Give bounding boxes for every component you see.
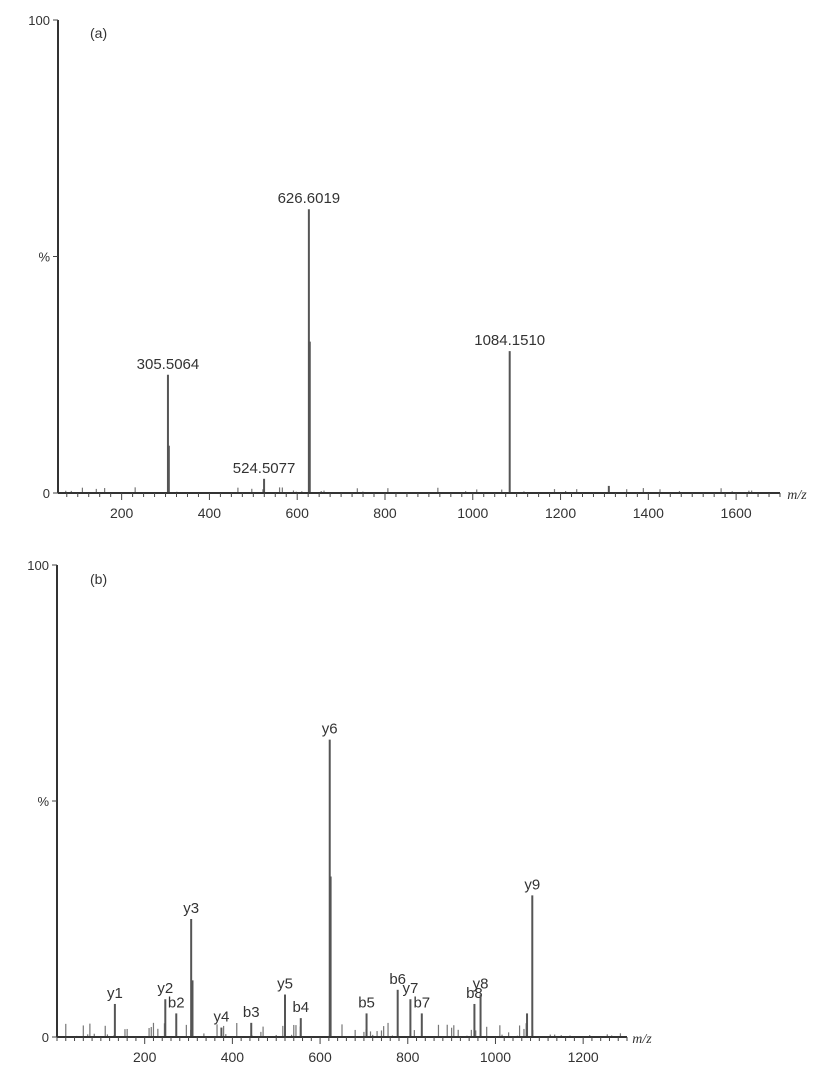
x-tick-label: 1000 bbox=[480, 1049, 511, 1065]
x-tick-label: 400 bbox=[198, 505, 222, 521]
peak-label: y4 bbox=[214, 1009, 230, 1026]
x-tick-label: 400 bbox=[221, 1049, 245, 1065]
peak-label: y2 bbox=[157, 980, 173, 997]
panel-label: (a) bbox=[90, 25, 107, 41]
peak-label: y7 bbox=[402, 980, 418, 997]
peak-label: b3 bbox=[243, 1004, 260, 1021]
x-axis-label: m/z bbox=[787, 488, 807, 503]
x-axis-label: m/z bbox=[632, 1032, 652, 1047]
x-tick-label: 1400 bbox=[633, 505, 664, 521]
y-tick-label: 0 bbox=[42, 1030, 49, 1045]
peak-label: y9 bbox=[524, 876, 540, 893]
x-tick-label: 200 bbox=[110, 505, 134, 521]
x-tick-label: 600 bbox=[286, 505, 310, 521]
x-tick-label: 800 bbox=[373, 505, 397, 521]
peak-label: b8 bbox=[466, 985, 483, 1002]
peak-label: b6 bbox=[389, 971, 406, 988]
peak-label: 1084.1510 bbox=[474, 332, 545, 349]
peak-label: b4 bbox=[292, 999, 309, 1016]
peak-label: y8 bbox=[473, 976, 489, 993]
peak-label: b2 bbox=[168, 994, 185, 1011]
peak-label: y6 bbox=[322, 721, 338, 738]
peak-label: 524.5077 bbox=[233, 460, 296, 477]
y-tick-label: 100 bbox=[28, 13, 50, 28]
peak-label: y5 bbox=[277, 976, 293, 993]
x-tick-label: 800 bbox=[396, 1049, 420, 1065]
peak-label: 626.6019 bbox=[278, 190, 341, 207]
x-tick-label: 1600 bbox=[721, 505, 752, 521]
y-tick-label: % bbox=[38, 250, 50, 265]
x-tick-label: 1200 bbox=[568, 1049, 599, 1065]
panel-a: (a) 305.5064 524.5077 626.6019 1084.1510 100%… bbox=[28, 13, 807, 521]
peak-label: b7 bbox=[413, 994, 430, 1011]
peak-label: 305.5064 bbox=[137, 356, 200, 373]
x-tick-label: 200 bbox=[133, 1049, 157, 1065]
x-tick-label: 600 bbox=[308, 1049, 332, 1065]
panel-label: (b) bbox=[90, 571, 107, 587]
y-tick-label: % bbox=[37, 794, 49, 809]
noise-peaks bbox=[65, 1022, 622, 1037]
x-tick-label: 1000 bbox=[457, 505, 488, 521]
peak-label: b5 bbox=[358, 994, 375, 1011]
x-tick-label: 1200 bbox=[545, 505, 576, 521]
peak-label: y3 bbox=[183, 900, 199, 917]
peak-label: y1 bbox=[107, 985, 123, 1002]
y-tick-label: 100 bbox=[27, 558, 49, 573]
y-tick-label: 0 bbox=[43, 486, 50, 501]
